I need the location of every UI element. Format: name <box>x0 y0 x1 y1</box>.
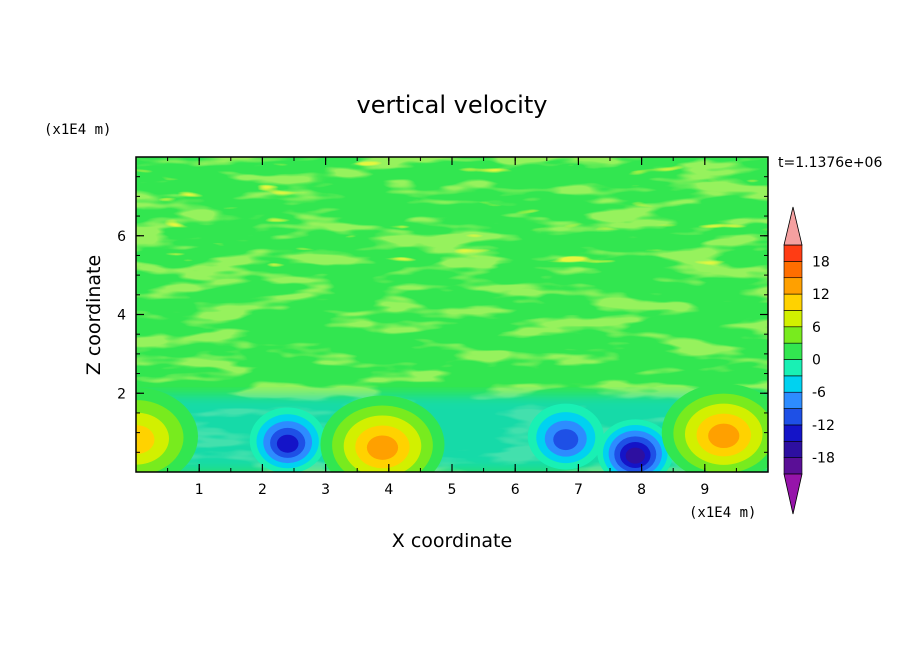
colorbar-segment <box>783 359 803 377</box>
convective-cells <box>136 383 768 472</box>
colorbar-segment <box>783 326 803 344</box>
colorbar-segment <box>783 244 803 262</box>
colorbar-segment <box>783 375 803 393</box>
chart-title: vertical velocity <box>357 91 548 119</box>
cell-downdraft-1 <box>249 407 326 472</box>
y-tick-label: 4 <box>117 308 126 324</box>
colorbar-segment <box>783 408 803 426</box>
cell-updraft-5 <box>661 383 768 472</box>
x-tick-label: 2 <box>258 482 267 498</box>
colorbar-segment <box>783 293 803 311</box>
time-label: t=1.1376e+06 <box>778 155 882 171</box>
colorbar-segment <box>783 391 803 409</box>
colorbar-tick-label: -6 <box>812 385 826 401</box>
cell-updraft-2 <box>320 395 445 472</box>
cell-downdraft-3 <box>527 403 604 470</box>
y-axis-label: Z coordinate <box>83 255 105 375</box>
x-tick-label: 1 <box>195 482 204 498</box>
colorbar-segment <box>783 342 803 360</box>
x-tick-label: 7 <box>574 482 583 498</box>
colorbar-under-arrow <box>783 473 803 515</box>
colorbar-segment <box>783 457 803 475</box>
contour-level <box>708 423 740 449</box>
contour-level <box>366 435 399 460</box>
field-upper-updrafts <box>136 157 768 267</box>
colorbar-tick-label: -12 <box>812 418 835 434</box>
y-tick-label: 6 <box>117 229 126 245</box>
colorbar-segment <box>783 440 803 458</box>
x-axis-ticks: 1 2 3 4 5 6 7 8 9 <box>135 157 769 498</box>
x-tick-label: 9 <box>700 482 709 498</box>
colorbar-segment <box>783 310 803 328</box>
contour-level <box>625 447 645 464</box>
x-axis-label: X coordinate <box>392 530 512 552</box>
x-tick-label: 3 <box>321 482 330 498</box>
colorbar-segment <box>783 261 803 279</box>
x-tick-label: 6 <box>511 482 520 498</box>
colorbar-tick-label: 0 <box>812 353 821 369</box>
y-axis-ticks: 2 4 6 <box>117 156 768 473</box>
colorbar-tick-label: 6 <box>812 320 821 336</box>
colorbar-segment <box>783 424 803 442</box>
colorbar-tick-label: 12 <box>812 287 830 303</box>
colorbar: 18 12 6 0 -6 -12 -18 <box>783 206 835 515</box>
cell-downdraft-4 <box>597 419 674 472</box>
y-axis-unit: (x1E4 m) <box>44 122 111 138</box>
contour-level <box>276 434 299 453</box>
contour-level <box>553 429 579 451</box>
colorbar-tick-label: 18 <box>812 254 830 270</box>
x-tick-label: 4 <box>384 482 393 498</box>
x-axis-unit: (x1E4 m) <box>689 505 756 521</box>
x-tick-label: 8 <box>637 482 646 498</box>
y-tick-label: 2 <box>117 386 126 402</box>
colorbar-segment <box>783 277 803 295</box>
x-tick-label: 5 <box>448 482 457 498</box>
contour-level <box>136 425 155 455</box>
colorbar-over-arrow <box>783 206 803 246</box>
cell-updraft-0 <box>136 387 198 472</box>
contour-field <box>136 157 768 472</box>
colorbar-tick-label: -18 <box>812 451 835 467</box>
